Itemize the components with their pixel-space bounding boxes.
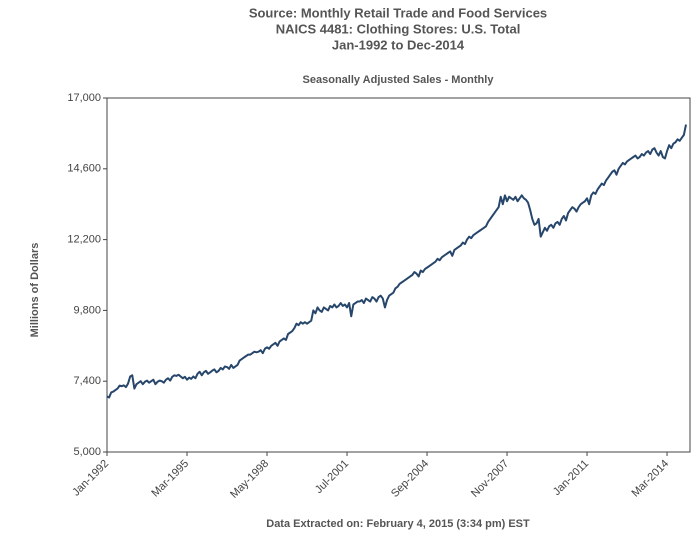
- chart-title: NAICS 4481: Clothing Stores: U.S. Total: [276, 21, 521, 36]
- footnote: Data Extracted on: February 4, 2015 (3:3…: [266, 518, 530, 530]
- y-tick-label: 7,400: [73, 375, 101, 387]
- plot-frame: [106, 97, 691, 453]
- y-tick-label: 14,600: [67, 163, 101, 175]
- y-axis-label: Millions of Dollars: [29, 243, 41, 338]
- y-tick-label: 9,800: [73, 304, 101, 316]
- y-tick-label: 12,200: [67, 234, 101, 246]
- x-tick-label: Mar-1995: [149, 458, 191, 500]
- x-tick-label: Jul-2001: [313, 458, 351, 496]
- chart-title: Source: Monthly Retail Trade and Food Se…: [249, 5, 547, 20]
- x-tick-label: Mar-2014: [629, 458, 671, 500]
- chart-title: Jan-1992 to Dec-2014: [332, 37, 465, 52]
- x-tick-label: Jan-2011: [551, 458, 591, 498]
- x-tick-label: Nov-2007: [469, 458, 511, 500]
- y-tick-label: 5,000: [73, 446, 101, 458]
- x-tick-label: May-1998: [228, 458, 271, 501]
- chart-subtitle: Seasonally Adjusted Sales - Monthly: [303, 74, 495, 86]
- x-tick-label: Sep-2004: [389, 458, 431, 500]
- x-tick-label: Jan-1992: [70, 458, 111, 499]
- data-line: [106, 124, 687, 399]
- y-tick-label: 17,000: [67, 92, 101, 104]
